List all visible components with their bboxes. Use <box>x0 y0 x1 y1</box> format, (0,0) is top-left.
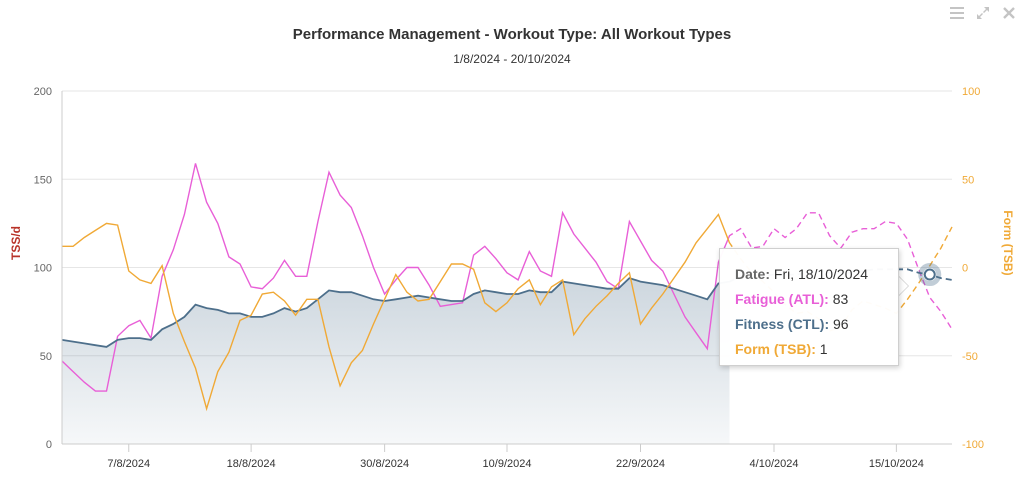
x-tick-label: 18/8/2024 <box>227 458 276 470</box>
tooltip-fitness-label: Fitness (CTL): <box>735 316 830 332</box>
hover-marker <box>918 263 942 287</box>
fatigue-atl-line <box>61 163 730 392</box>
series-lines <box>61 163 953 412</box>
tooltip-fatigue-label: Fatigue (ATL): <box>735 291 829 307</box>
left-axis-title: TSS/d <box>9 226 23 260</box>
fitness-area-fill <box>62 278 730 444</box>
chart-subtitle: 1/8/2024 - 20/10/2024 <box>453 52 571 66</box>
chart-toolbar <box>948 4 1018 22</box>
tooltip-form-row: Form (TSB): 1 <box>735 337 898 362</box>
right-tick-label: 100 <box>962 86 980 98</box>
chart-title: Performance Management - Workout Type: A… <box>292 26 732 43</box>
right-tick-label: 50 <box>962 174 974 186</box>
left-tick-label: 0 <box>46 439 52 451</box>
expand-arrows-icon[interactable] <box>974 4 992 22</box>
fatigue-atl-projection-line <box>729 212 953 330</box>
left-tick-label: 150 <box>34 174 52 186</box>
tooltip-form-label: Form (TSB): <box>735 341 816 357</box>
left-tick-label: 100 <box>34 263 52 275</box>
right-tick-label: 0 <box>962 263 968 275</box>
left-tick-label: 50 <box>40 351 52 363</box>
tooltip-fatigue-value: 83 <box>832 291 849 307</box>
tooltip-date-value: Fri, 18/10/2024 <box>773 266 869 282</box>
tooltip-fitness-row: Fitness (CTL): 96 <box>735 312 898 337</box>
right-tick-label: -50 <box>962 351 978 363</box>
fitness-ctl-line <box>61 277 730 348</box>
x-tick-label: 22/9/2024 <box>616 458 665 470</box>
tooltip-date-label: Date: <box>735 266 771 282</box>
tooltip-date-row: Date: Fri, 18/10/2024 <box>735 262 898 287</box>
fitness-area <box>62 278 730 444</box>
x-tick-label: 4/10/2024 <box>750 458 799 470</box>
x-tick-label: 15/10/2024 <box>869 458 924 470</box>
tooltip-fitness-value: 96 <box>833 316 849 332</box>
hover-halo <box>918 263 942 287</box>
left-tick-label: 200 <box>34 86 52 98</box>
hover-tooltip: Date: Fri, 18/10/2024 Fatigue (ATL): 83 … <box>719 248 899 366</box>
x-tick-label: 30/8/2024 <box>360 458 409 470</box>
x-tick-label: 10/9/2024 <box>483 458 532 470</box>
tooltip-fatigue-row: Fatigue (ATL): 83 <box>735 287 898 312</box>
x-tick-label: 7/8/2024 <box>107 458 150 470</box>
right-tick-label: -100 <box>962 439 984 451</box>
tooltip-pointer <box>898 276 908 296</box>
right-axis-title: Form (TSB) <box>1001 210 1015 275</box>
close-icon[interactable] <box>1000 4 1018 22</box>
hamburger-menu-icon[interactable] <box>948 4 966 22</box>
axes: 0 50 100 150 200 -100 -50 0 50 100 7/8/2024 18/8/20… <box>34 86 984 470</box>
hover-point[interactable] <box>923 268 936 281</box>
form-tsb-line <box>62 213 730 412</box>
tooltip-form-value: 1 <box>819 341 828 357</box>
